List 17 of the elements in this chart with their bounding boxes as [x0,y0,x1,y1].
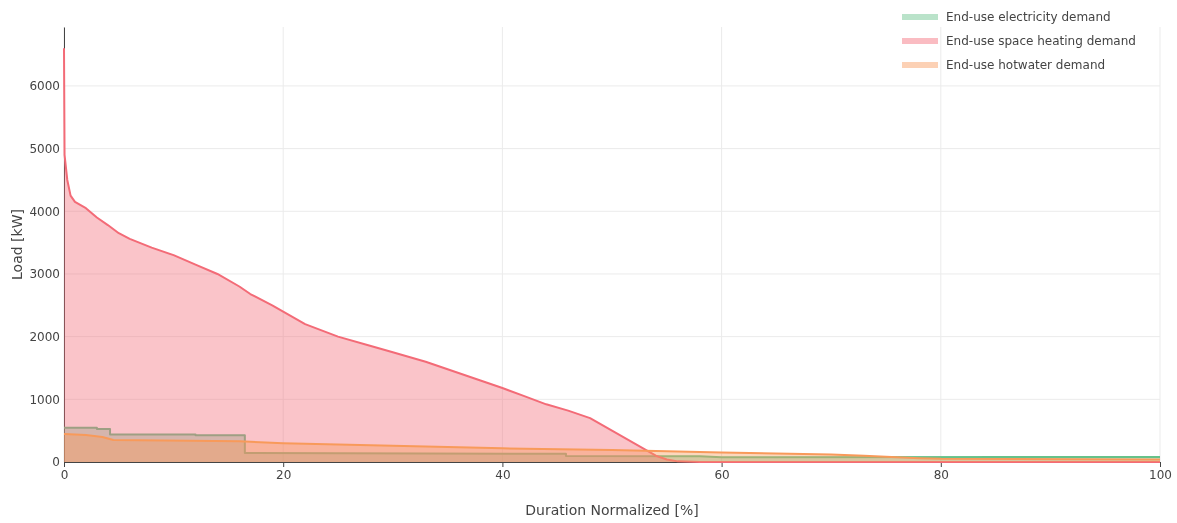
x-tick-label: 80 [933,467,949,482]
y-tick-label: 2000 [29,329,60,344]
y-tick-label: 4000 [29,204,60,219]
x-axis-title: Duration Normalized [%] [525,502,699,518]
y-tick-label: 3000 [29,267,60,282]
legend-label: End-use electricity demand [946,10,1111,24]
y-tick-label: 5000 [29,141,60,156]
x-tick-label: 60 [714,467,730,482]
y-axis-title: Load [kW] [9,209,25,280]
x-tick-label: 20 [276,467,292,482]
legend-label: End-use hotwater demand [946,58,1106,72]
y-tick-label: 6000 [29,79,60,94]
x-tick-label: 40 [495,467,511,482]
x-tick-label: 100 [1149,467,1172,482]
legend-label: End-use space heating demand [946,34,1136,48]
y-tick-label: 1000 [29,392,60,407]
y-tick-label: 0 [52,455,60,470]
